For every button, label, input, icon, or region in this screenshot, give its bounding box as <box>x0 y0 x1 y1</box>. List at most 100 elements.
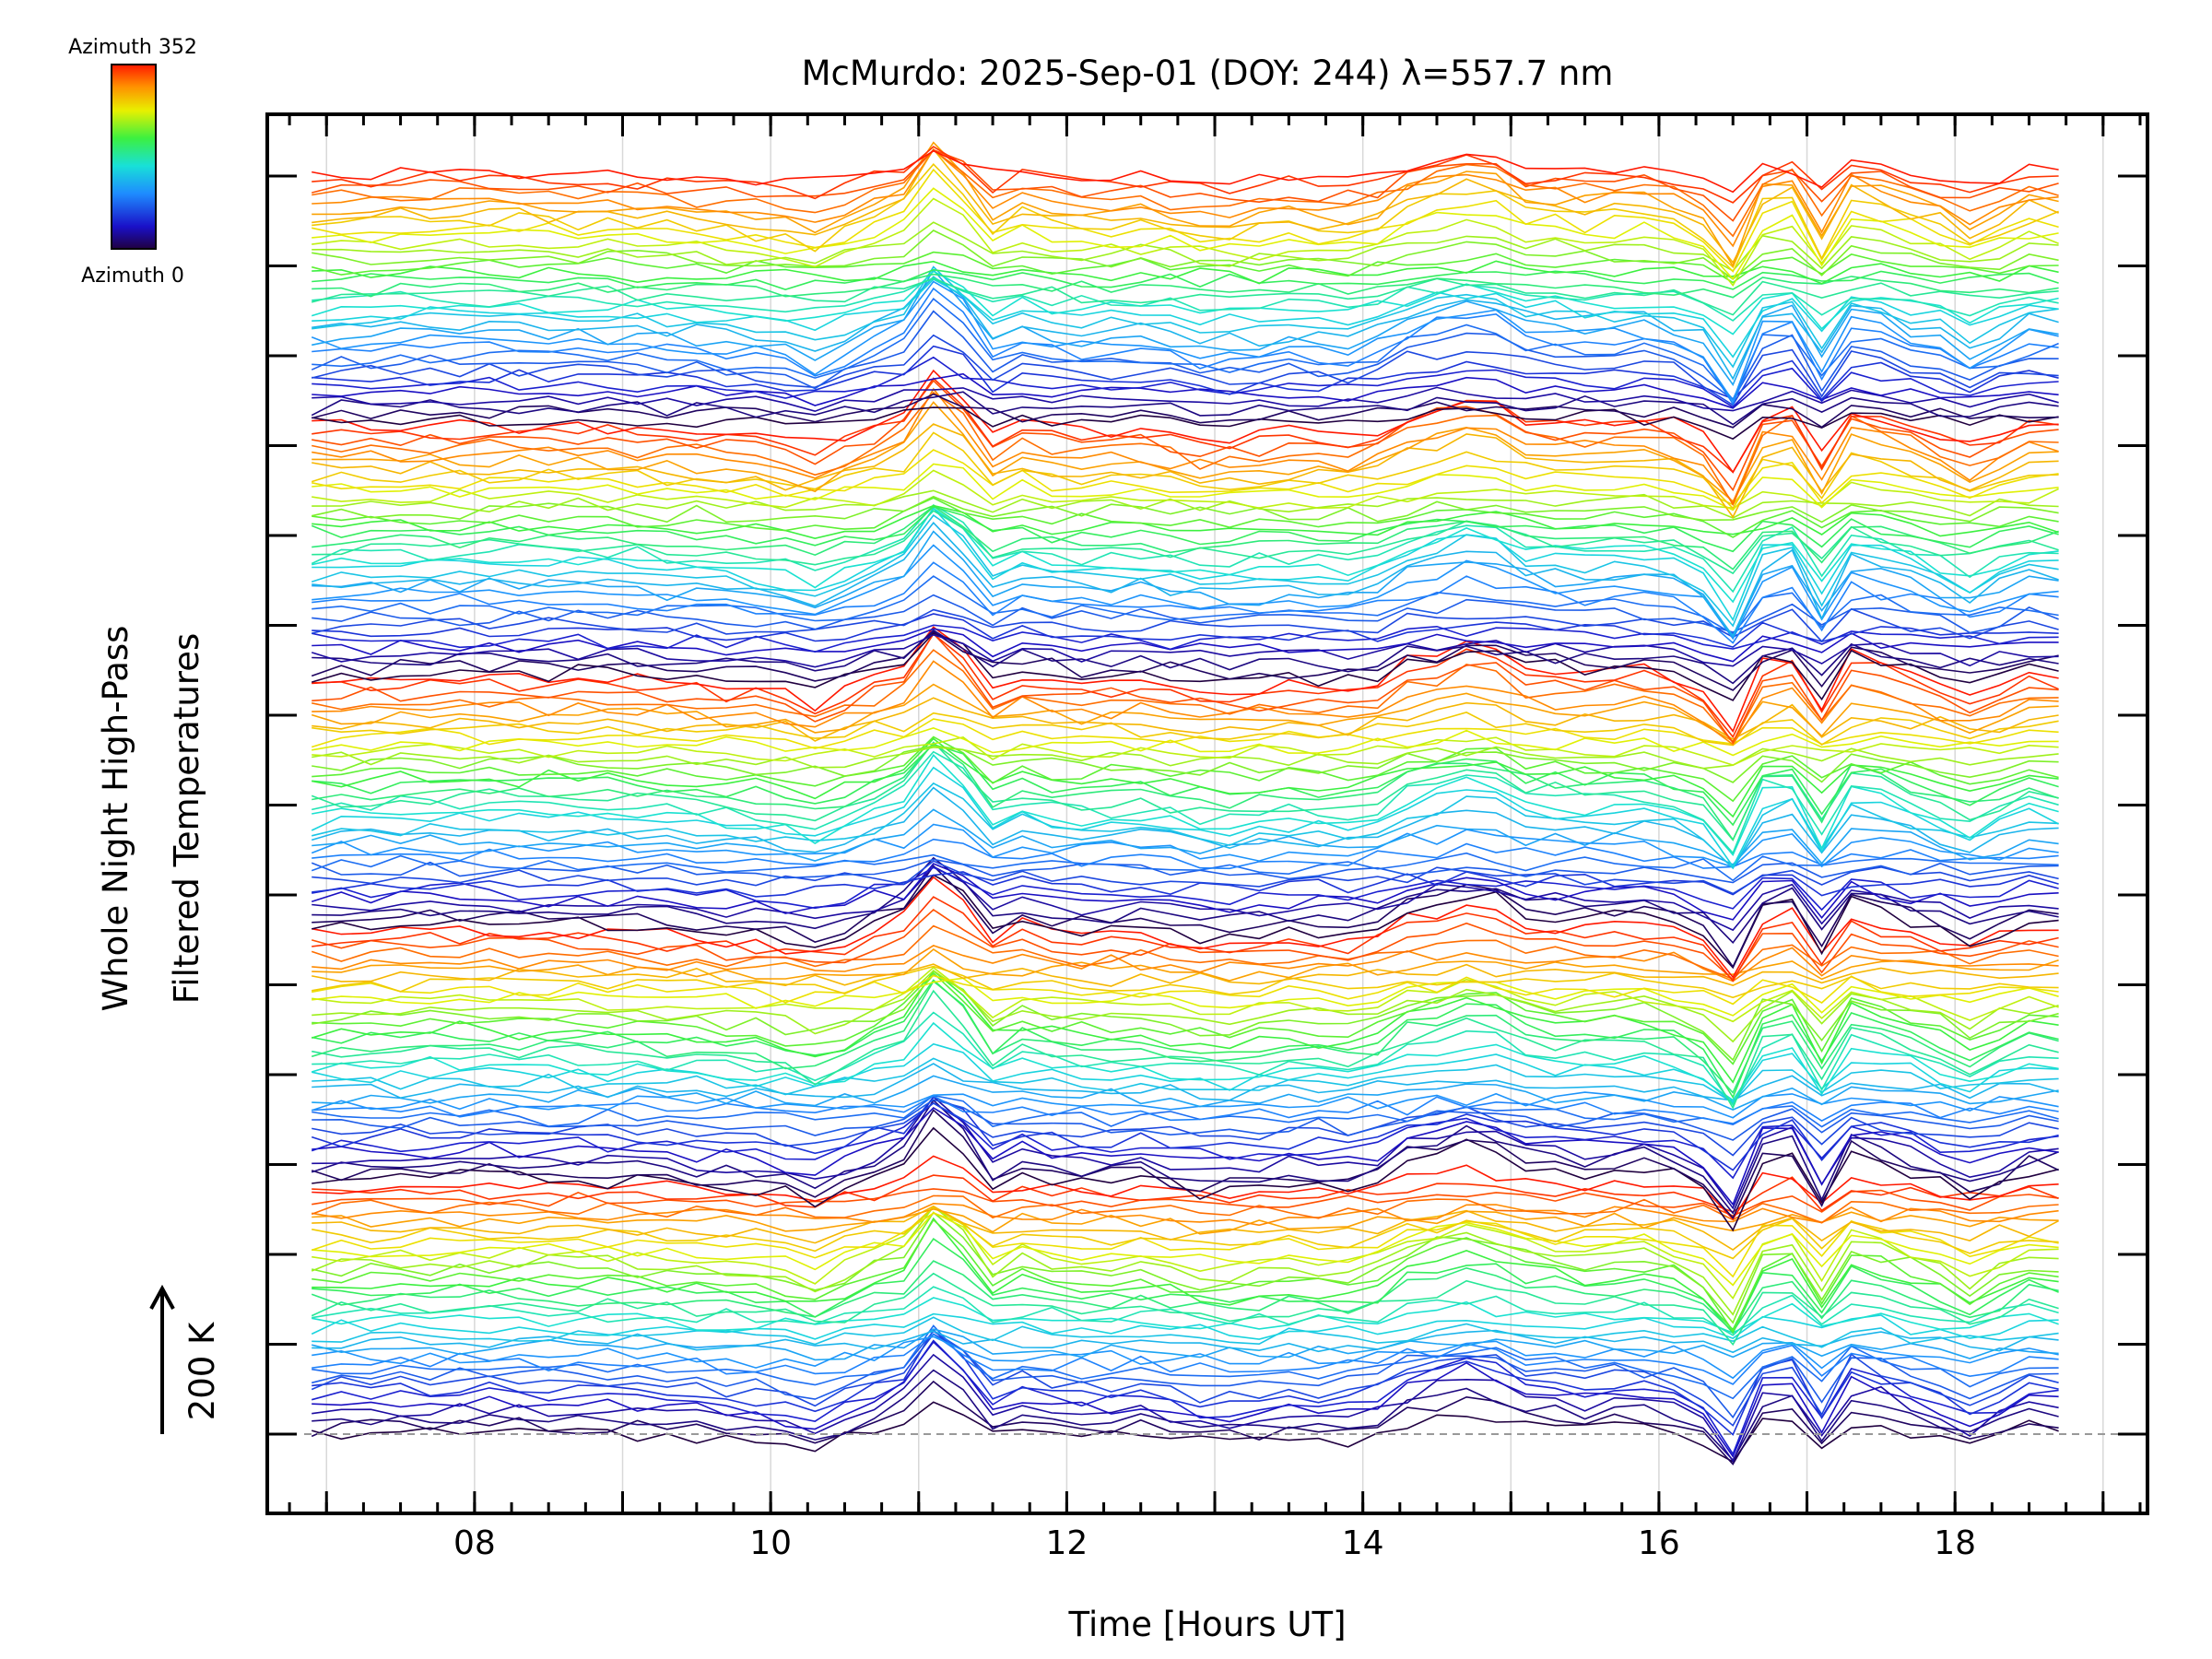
azimuth-trace <box>312 148 2059 248</box>
azimuth-trace <box>311 431 2059 510</box>
azimuth-trace <box>312 276 2059 381</box>
azimuth-trace <box>312 387 2059 504</box>
azimuth-trace <box>312 1106 2059 1206</box>
x-tick-label: 08 <box>453 1524 496 1562</box>
azimuth-trace <box>312 1211 2059 1287</box>
azimuth-trace <box>312 1063 2059 1101</box>
azimuth-trace <box>311 766 2059 868</box>
azimuth-trace <box>312 754 2059 856</box>
azimuth-trace <box>312 1174 2059 1213</box>
azimuth-trace <box>312 377 2059 474</box>
azimuth-trace <box>312 1202 2059 1227</box>
azimuth-trace <box>311 852 2059 882</box>
azimuth-trace <box>312 746 2059 770</box>
azimuth-trace <box>312 624 2059 653</box>
azimuth-trace <box>312 369 2059 474</box>
x-tick-label: 18 <box>1934 1524 1976 1562</box>
azimuth-trace <box>312 507 2059 604</box>
azimuth-trace <box>312 860 2059 895</box>
azimuth-trace <box>312 561 2059 644</box>
azimuth-trace <box>312 735 2059 766</box>
azimuth-trace <box>312 808 2059 865</box>
azimuth-trace <box>311 1099 2059 1215</box>
azimuth-trace <box>312 1369 2059 1462</box>
azimuth-trace <box>311 251 2059 284</box>
azimuth-trace <box>312 1335 2059 1380</box>
colorbar-bottom-label: Azimuth 0 <box>81 265 184 288</box>
azimuth-trace <box>311 1401 2059 1464</box>
azimuth-trace <box>312 865 2059 932</box>
azimuth-trace <box>311 1021 2059 1101</box>
azimuth-trace <box>312 626 2059 734</box>
azimuth-trace <box>311 1380 2059 1466</box>
azimuth-trace <box>312 1297 2059 1334</box>
azimuth-trace <box>312 1328 2059 1436</box>
azimuth-trace <box>312 149 2059 194</box>
azimuth-trace <box>311 924 2059 981</box>
azimuth-trace <box>312 856 2059 945</box>
azimuth-trace <box>311 630 2059 691</box>
azimuth-trace <box>312 1188 2059 1217</box>
azimuth-trace <box>312 391 2059 507</box>
azimuth-trace <box>312 197 2059 287</box>
azimuth-trace <box>311 718 2059 749</box>
azimuth-trace <box>312 750 2059 854</box>
azimuth-trace <box>312 838 2059 870</box>
azimuth-trace <box>312 287 2059 406</box>
azimuth-trace <box>312 1205 2059 1251</box>
azimuth-trace <box>312 393 2059 429</box>
azimuth-trace <box>311 310 2059 401</box>
azimuth-trace <box>312 1328 2059 1361</box>
azimuth-trace <box>312 594 2059 634</box>
azimuth-trace <box>312 948 2059 982</box>
azimuth-trace <box>311 1206 2059 1316</box>
chart-title: McMurdo: 2025-Sep-01 (DOY: 244) λ=557.7 … <box>802 53 1614 93</box>
azimuth-trace <box>312 273 2059 299</box>
azimuth-trace <box>312 265 2059 369</box>
azimuth-trace <box>312 334 2059 406</box>
azimuth-trace <box>311 633 2059 668</box>
trace-group <box>311 141 2059 1466</box>
azimuth-trace <box>312 1057 2059 1104</box>
azimuth-trace <box>312 489 2059 519</box>
azimuth-trace <box>312 979 2059 1100</box>
azimuth-trace <box>312 141 2059 268</box>
azimuth-trace <box>312 372 2059 409</box>
azimuth-trace <box>312 463 2059 512</box>
azimuth-trace <box>312 727 2059 757</box>
scale-bar-label: 200 K <box>182 1321 222 1420</box>
azimuth-trace <box>312 745 2059 783</box>
azimuth-trace <box>312 1329 2059 1354</box>
azimuth-trace <box>312 278 2059 359</box>
azimuth-trace <box>312 632 2059 745</box>
x-tick-label: 12 <box>1045 1524 1088 1562</box>
azimuth-trace <box>312 1206 2059 1260</box>
azimuth-trace <box>312 146 2059 204</box>
azimuth-trace <box>312 628 2059 663</box>
azimuth-trace <box>312 148 2059 238</box>
azimuth-trace <box>312 268 2059 290</box>
azimuth-trace <box>311 1260 2059 1333</box>
azimuth-trace <box>312 1096 2059 1210</box>
x-tick-label: 10 <box>749 1524 792 1562</box>
azimuth-trace <box>311 506 2059 553</box>
scale-bar: 200 K <box>149 1284 222 1434</box>
azimuth-trace <box>311 786 2059 869</box>
azimuth-trace <box>312 229 2059 280</box>
azimuth-trace <box>312 276 2059 322</box>
azimuth-trace <box>311 1101 2059 1180</box>
azimuth-trace <box>312 187 2059 281</box>
azimuth-trace <box>311 270 2059 335</box>
azimuth-trace <box>311 632 2059 701</box>
azimuth-trace <box>311 1339 2059 1456</box>
azimuth-trace <box>312 876 2059 979</box>
azimuth-trace <box>312 521 2059 638</box>
azimuth-trace <box>312 260 2059 285</box>
azimuth-trace <box>312 743 2059 827</box>
azimuth-trace <box>311 1312 2059 1340</box>
azimuth-trace <box>312 345 2059 401</box>
azimuth-trace <box>312 575 2059 636</box>
azimuth-trace <box>312 974 2059 1006</box>
azimuth-trace <box>311 863 2059 921</box>
azimuth-trace <box>312 970 2059 1043</box>
